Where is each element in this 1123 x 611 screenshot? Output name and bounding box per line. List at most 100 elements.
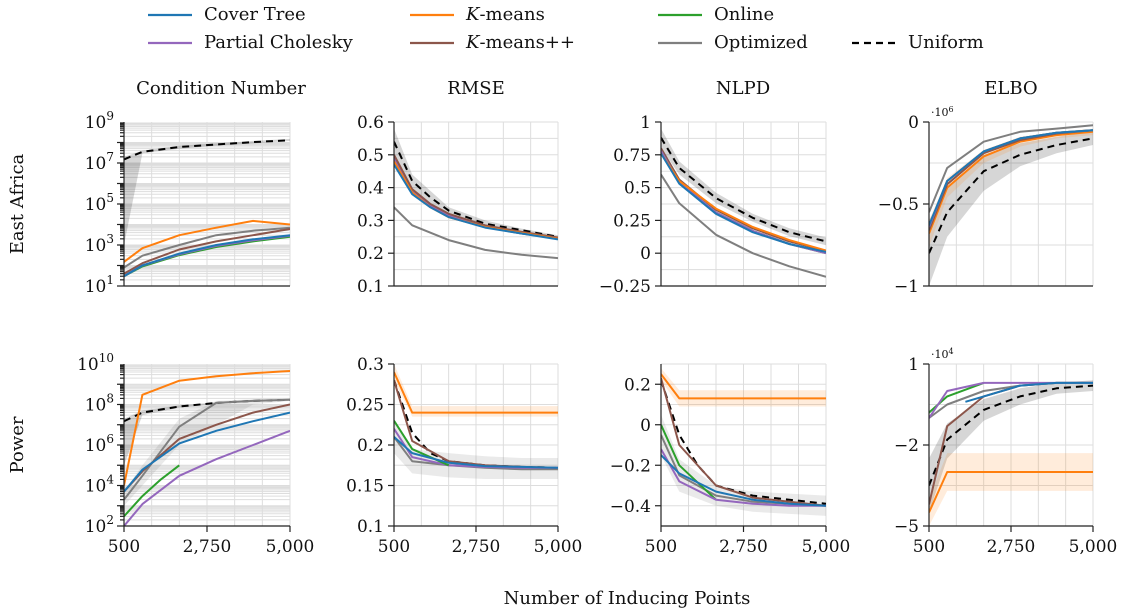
column-title-nlpd: NLPD bbox=[716, 78, 770, 99]
legend-item-k-means: K-means++ bbox=[410, 32, 575, 53]
series-line-cover-tree bbox=[124, 411, 290, 493]
band-k-means bbox=[394, 364, 558, 417]
y-tick-label: 0.2 bbox=[357, 436, 384, 456]
y-tick-label: 0.2 bbox=[624, 375, 651, 395]
series-group bbox=[929, 124, 1093, 286]
y-tick-label: 109 bbox=[85, 109, 114, 133]
series-line-k-means bbox=[661, 147, 826, 252]
x-tick-label: 2,750 bbox=[452, 537, 501, 557]
band-optimized bbox=[661, 414, 826, 516]
legend-item-k-means: K-means bbox=[410, 4, 545, 25]
series-line-k-means bbox=[394, 371, 558, 414]
y-tick-label: 105 bbox=[85, 191, 114, 215]
x-tick-label: 500 bbox=[108, 537, 140, 557]
series-line-online bbox=[661, 424, 717, 501]
series-line-cover-tree bbox=[661, 152, 826, 253]
y-tick-label: 0.15 bbox=[346, 477, 384, 497]
y-tick-label: −5 bbox=[894, 517, 919, 537]
series-line-cover-tree bbox=[394, 164, 558, 241]
y-tick-label: 0 bbox=[640, 244, 651, 264]
y-tick-label: 106 bbox=[85, 432, 114, 456]
y-tick-label: 1010 bbox=[77, 351, 114, 375]
y-tick-label: 0.3 bbox=[357, 211, 384, 231]
y-tick-label: 103 bbox=[85, 232, 114, 256]
y-tick-label: 1 bbox=[640, 113, 651, 133]
gridlines bbox=[660, 121, 827, 287]
series-line-cover-tree bbox=[661, 454, 826, 507]
y-tick-label: −0.4 bbox=[610, 497, 651, 517]
series-line-optimized bbox=[394, 206, 558, 260]
series-line-k-means bbox=[661, 152, 826, 252]
y-tick-label: 0.2 bbox=[357, 244, 384, 264]
panel-power-3: −0.4 −0.2 0 0.2 500 2,750 5,000 bbox=[610, 363, 851, 557]
x-tick-label: 2,750 bbox=[719, 537, 768, 557]
series-group bbox=[929, 380, 1093, 526]
x-tick-label: 2,750 bbox=[183, 537, 232, 557]
series-group bbox=[661, 368, 826, 516]
series-line-k-means bbox=[929, 471, 1093, 513]
series-line-partial-cholesky bbox=[124, 429, 290, 526]
band-optimized bbox=[124, 398, 290, 506]
panel-power-1: 102 104 106 108 1010 500 2,750 5,000 bbox=[77, 351, 314, 557]
y-tick-label: 0 bbox=[908, 113, 919, 133]
series-line-uniform bbox=[661, 137, 826, 243]
y-tick-label: 0.5 bbox=[624, 179, 651, 199]
band-uniform bbox=[929, 131, 1093, 286]
x-tick-label: 5,000 bbox=[534, 537, 583, 557]
panel-east-africa-4: −1 −0.5 0 ·106 bbox=[878, 105, 1094, 297]
series-group bbox=[124, 370, 290, 526]
series-line-k-means bbox=[124, 228, 290, 275]
legend-label-online: Online bbox=[714, 4, 774, 25]
column-title-condition-number: Condition Number bbox=[136, 78, 306, 99]
column-title-rmse: RMSE bbox=[447, 78, 504, 99]
y-tick-label: 0.1 bbox=[357, 517, 384, 537]
legend-label-cover-tree: Cover Tree bbox=[204, 4, 306, 25]
series-group bbox=[394, 128, 558, 260]
legend-item-uniform: Uniform bbox=[852, 32, 984, 53]
series-line-k-means bbox=[929, 130, 1093, 234]
y-tick-label: 0.25 bbox=[346, 396, 384, 416]
x-tick-label: 5,000 bbox=[1069, 537, 1118, 557]
panels: 1011031051071090.10.20.30.40.50.6−0.2500… bbox=[77, 105, 1117, 557]
y-tick-label: 102 bbox=[85, 513, 114, 537]
series-line-cover-tree bbox=[929, 129, 1093, 226]
legend: Cover Tree K-means Online Partial Cholesky K… bbox=[148, 4, 984, 53]
column-title-elbo: ELBO bbox=[984, 78, 1037, 99]
x-tick-label: 5,000 bbox=[802, 537, 851, 557]
y-tick-label: 0.1 bbox=[357, 277, 384, 297]
series-line-optimized bbox=[929, 124, 1093, 213]
panel-power-2: 0.1 0.15 0.2 0.25 0.3 500 2,750 5,000 bbox=[346, 355, 582, 557]
legend-item-cover-tree: Cover Tree bbox=[148, 4, 306, 25]
legend-label-optimized: Optimized bbox=[714, 32, 808, 53]
column-titles: Condition Number RMSE NLPD ELBO bbox=[136, 78, 1038, 99]
series-group bbox=[124, 138, 290, 278]
legend-label-partial-cholesky: Partial Cholesky bbox=[204, 32, 354, 53]
y-tick-label: 1 bbox=[908, 355, 919, 375]
series-line-cover-tree bbox=[394, 436, 558, 469]
axis-multiplier: ·106 bbox=[931, 105, 954, 119]
series-line-k-means bbox=[124, 370, 290, 486]
series-line-k-means bbox=[661, 377, 826, 507]
panel-east-africa-2: 0.1 0.2 0.3 0.4 0.5 0.6 bbox=[357, 113, 559, 297]
y-tick-label: −1 bbox=[894, 277, 919, 297]
series-line-uniform bbox=[929, 384, 1093, 486]
series-group bbox=[661, 128, 826, 278]
gridlines bbox=[123, 364, 291, 527]
series-line-uniform bbox=[124, 139, 290, 161]
panel-east-africa-3: −0.25 0 0.25 0.5 0.75 1 bbox=[599, 113, 827, 297]
series-line-uniform bbox=[394, 141, 558, 238]
row-label-power: Power bbox=[7, 416, 28, 473]
series-line-online bbox=[124, 464, 180, 517]
y-tick-label: 104 bbox=[85, 473, 115, 497]
panel-power-4: −5 −2 1 500 2,750 5,000 ·104 bbox=[894, 347, 1117, 557]
series-line-k-means bbox=[661, 373, 826, 400]
row-label-east-africa: East Africa bbox=[7, 153, 28, 254]
y-tick-label: 108 bbox=[85, 392, 114, 416]
series-line-online bbox=[929, 381, 985, 414]
gridlines bbox=[393, 121, 559, 287]
legend-item-online: Online bbox=[658, 4, 774, 25]
x-tick-label: 500 bbox=[913, 537, 945, 557]
series-line-k-means bbox=[124, 219, 290, 263]
y-tick-label: 0.5 bbox=[357, 146, 384, 166]
